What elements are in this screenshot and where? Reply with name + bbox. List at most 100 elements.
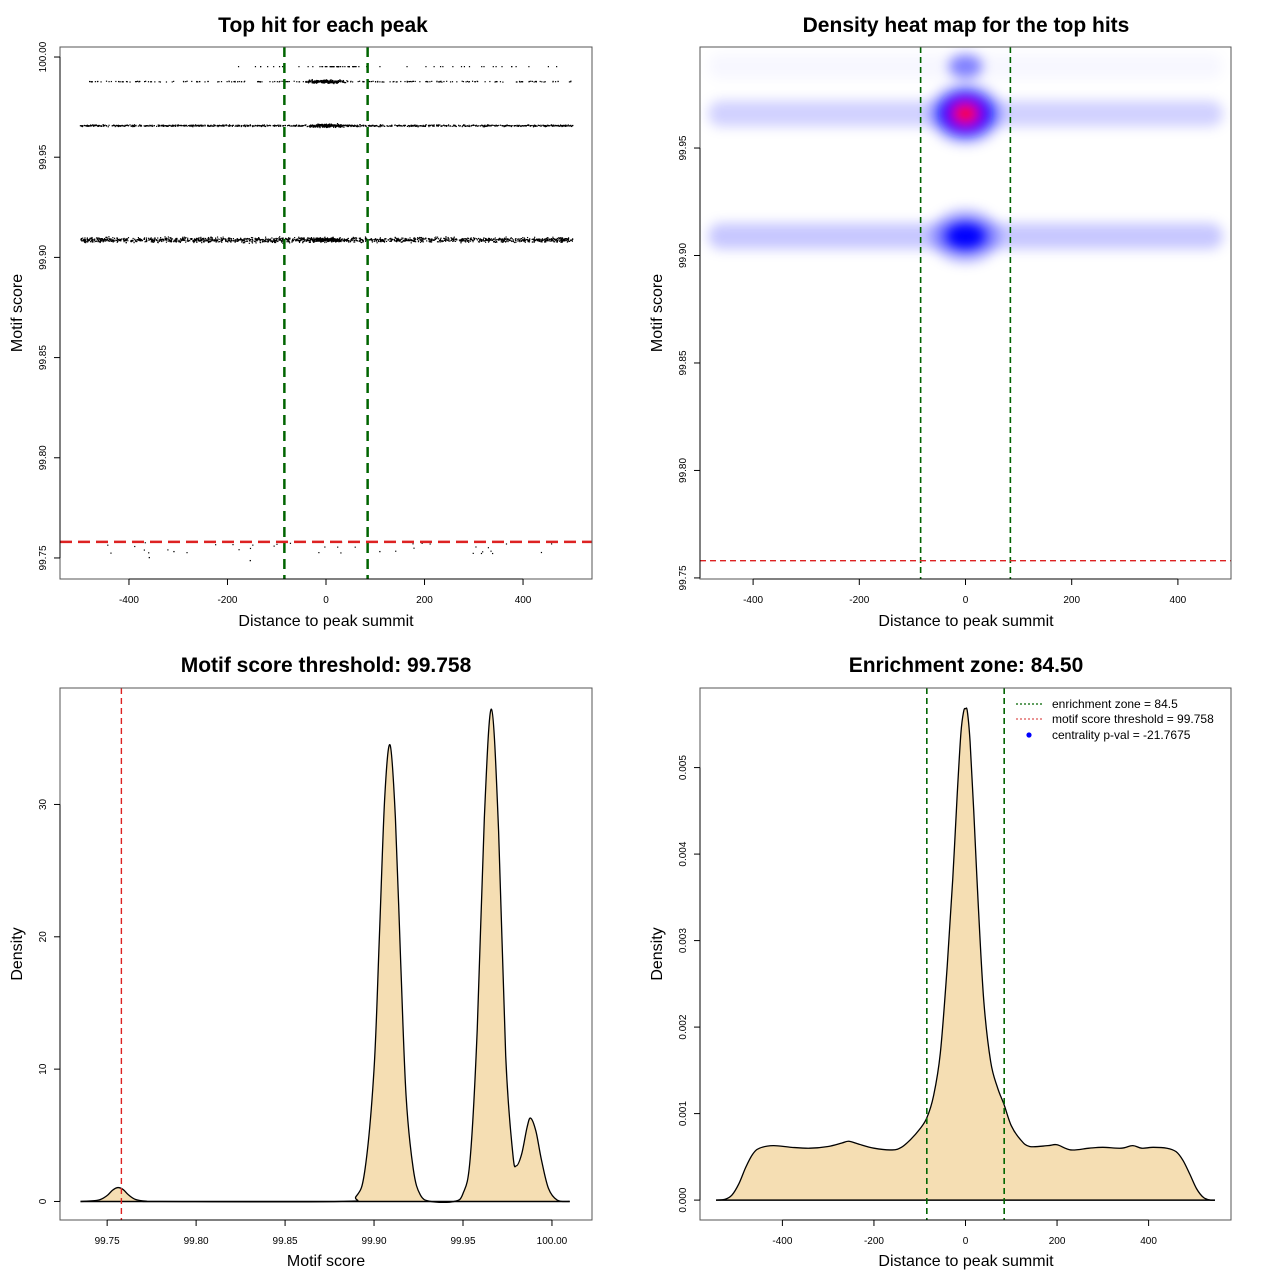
scatter-point xyxy=(278,124,280,126)
scatter-point xyxy=(551,239,553,241)
scatter-point xyxy=(252,240,254,242)
scatter-point xyxy=(460,241,462,243)
scatter-point xyxy=(493,238,495,240)
scatter-point xyxy=(249,125,252,127)
scatter-point xyxy=(494,81,496,83)
scatter-point xyxy=(329,239,331,241)
scatter-point xyxy=(352,237,354,239)
scatter-point xyxy=(210,237,212,239)
scatter-point xyxy=(474,81,476,83)
scatter-point xyxy=(376,238,379,241)
scatter-point xyxy=(299,237,302,239)
scatter-point xyxy=(139,124,141,126)
scatter-point xyxy=(324,82,326,84)
scatter-point xyxy=(306,238,309,240)
scatter-point xyxy=(561,240,563,242)
scatter-point xyxy=(165,81,168,83)
scatter-point xyxy=(471,80,474,82)
scatter-point xyxy=(179,241,181,243)
scatter-point xyxy=(396,125,398,127)
scatter-point xyxy=(276,81,278,83)
scatter-point xyxy=(464,239,467,241)
scatter-point xyxy=(313,238,315,240)
panel-distance-density: Enrichment zone: 84.50 -400 -200 0 200 400 0… xyxy=(649,654,1232,1270)
chart-title: Motif score threshold: 99.758 xyxy=(181,654,472,677)
scatter-point xyxy=(302,238,304,240)
scatter-point xyxy=(162,240,165,242)
scatter-point xyxy=(561,125,563,128)
scatter-point xyxy=(395,239,398,241)
scatter-point xyxy=(308,80,310,82)
scatter-point xyxy=(417,126,419,128)
y-tick-label: 0.000 xyxy=(678,1187,689,1212)
scatter-point xyxy=(425,237,427,239)
scatter-point xyxy=(408,239,411,242)
scatter-point xyxy=(214,125,216,127)
scatter-point xyxy=(337,124,340,126)
scatter-point xyxy=(337,546,339,548)
scatter-point xyxy=(289,242,291,244)
scatter-point xyxy=(313,124,315,127)
scatter-point xyxy=(451,125,453,127)
scatter-point xyxy=(307,81,309,83)
y-tick-label: 99.90 xyxy=(38,244,49,269)
scatter-point xyxy=(518,125,520,127)
scatter-point xyxy=(369,238,372,241)
scatter-point xyxy=(325,238,327,240)
scatter-point xyxy=(203,240,205,242)
scatter-point xyxy=(98,238,101,240)
scatter-point xyxy=(146,125,148,127)
scatter-point xyxy=(103,125,105,127)
scatter-point xyxy=(460,238,463,241)
scatter-point xyxy=(217,125,219,127)
scatter-point xyxy=(544,239,546,242)
scatter-point xyxy=(127,237,130,239)
scatter-point xyxy=(301,125,303,127)
scatter-point xyxy=(495,239,497,241)
scatter-point xyxy=(195,238,197,241)
scatter-point xyxy=(336,66,339,68)
scatter-point xyxy=(541,238,544,240)
scatter-point xyxy=(546,239,549,241)
scatter-point xyxy=(334,125,336,128)
scatter-point xyxy=(327,125,329,127)
scatter-point xyxy=(139,125,141,127)
scatter-point xyxy=(273,545,275,547)
scatter-point xyxy=(447,236,449,239)
scatter-point xyxy=(311,125,313,127)
scatter-point xyxy=(202,238,204,241)
scatter-point xyxy=(374,238,376,240)
scatter-point xyxy=(422,125,424,127)
scatter-point xyxy=(110,240,112,242)
scatter-point xyxy=(571,239,573,241)
scatter-point xyxy=(332,81,334,83)
panel-motif-score-density: Motif score threshold: 99.758 99.75 99.80… xyxy=(9,654,593,1270)
chart-title: Top hit for each peak xyxy=(218,14,428,37)
scatter-point xyxy=(485,125,487,127)
x-tick-label: -400 xyxy=(772,1236,792,1247)
scatter-point xyxy=(210,124,212,126)
scatter-point xyxy=(252,544,254,546)
scatter-point xyxy=(215,240,218,242)
scatter-point xyxy=(456,239,458,241)
scatter-point xyxy=(318,80,320,82)
scatter-point xyxy=(558,125,560,127)
scatter-point xyxy=(430,239,432,241)
scatter-point xyxy=(544,238,546,240)
scatter-point xyxy=(297,125,299,127)
scatter-point xyxy=(225,125,227,127)
scatter-point xyxy=(487,239,490,241)
scatter-point xyxy=(251,242,254,244)
x-axis-label: Distance to peak summit xyxy=(238,613,414,630)
scatter-point xyxy=(461,239,464,241)
scatter-point xyxy=(175,241,177,243)
scatter-point xyxy=(382,240,385,242)
x-tick-label: 0 xyxy=(963,595,969,606)
scatter-point xyxy=(520,238,522,240)
scatter-point xyxy=(94,124,96,126)
scatter-point xyxy=(195,125,197,127)
scatter-point xyxy=(318,240,320,242)
scatter-point xyxy=(566,241,568,243)
scatter-point xyxy=(514,125,517,127)
y-axis-label: Motif score xyxy=(9,274,26,352)
